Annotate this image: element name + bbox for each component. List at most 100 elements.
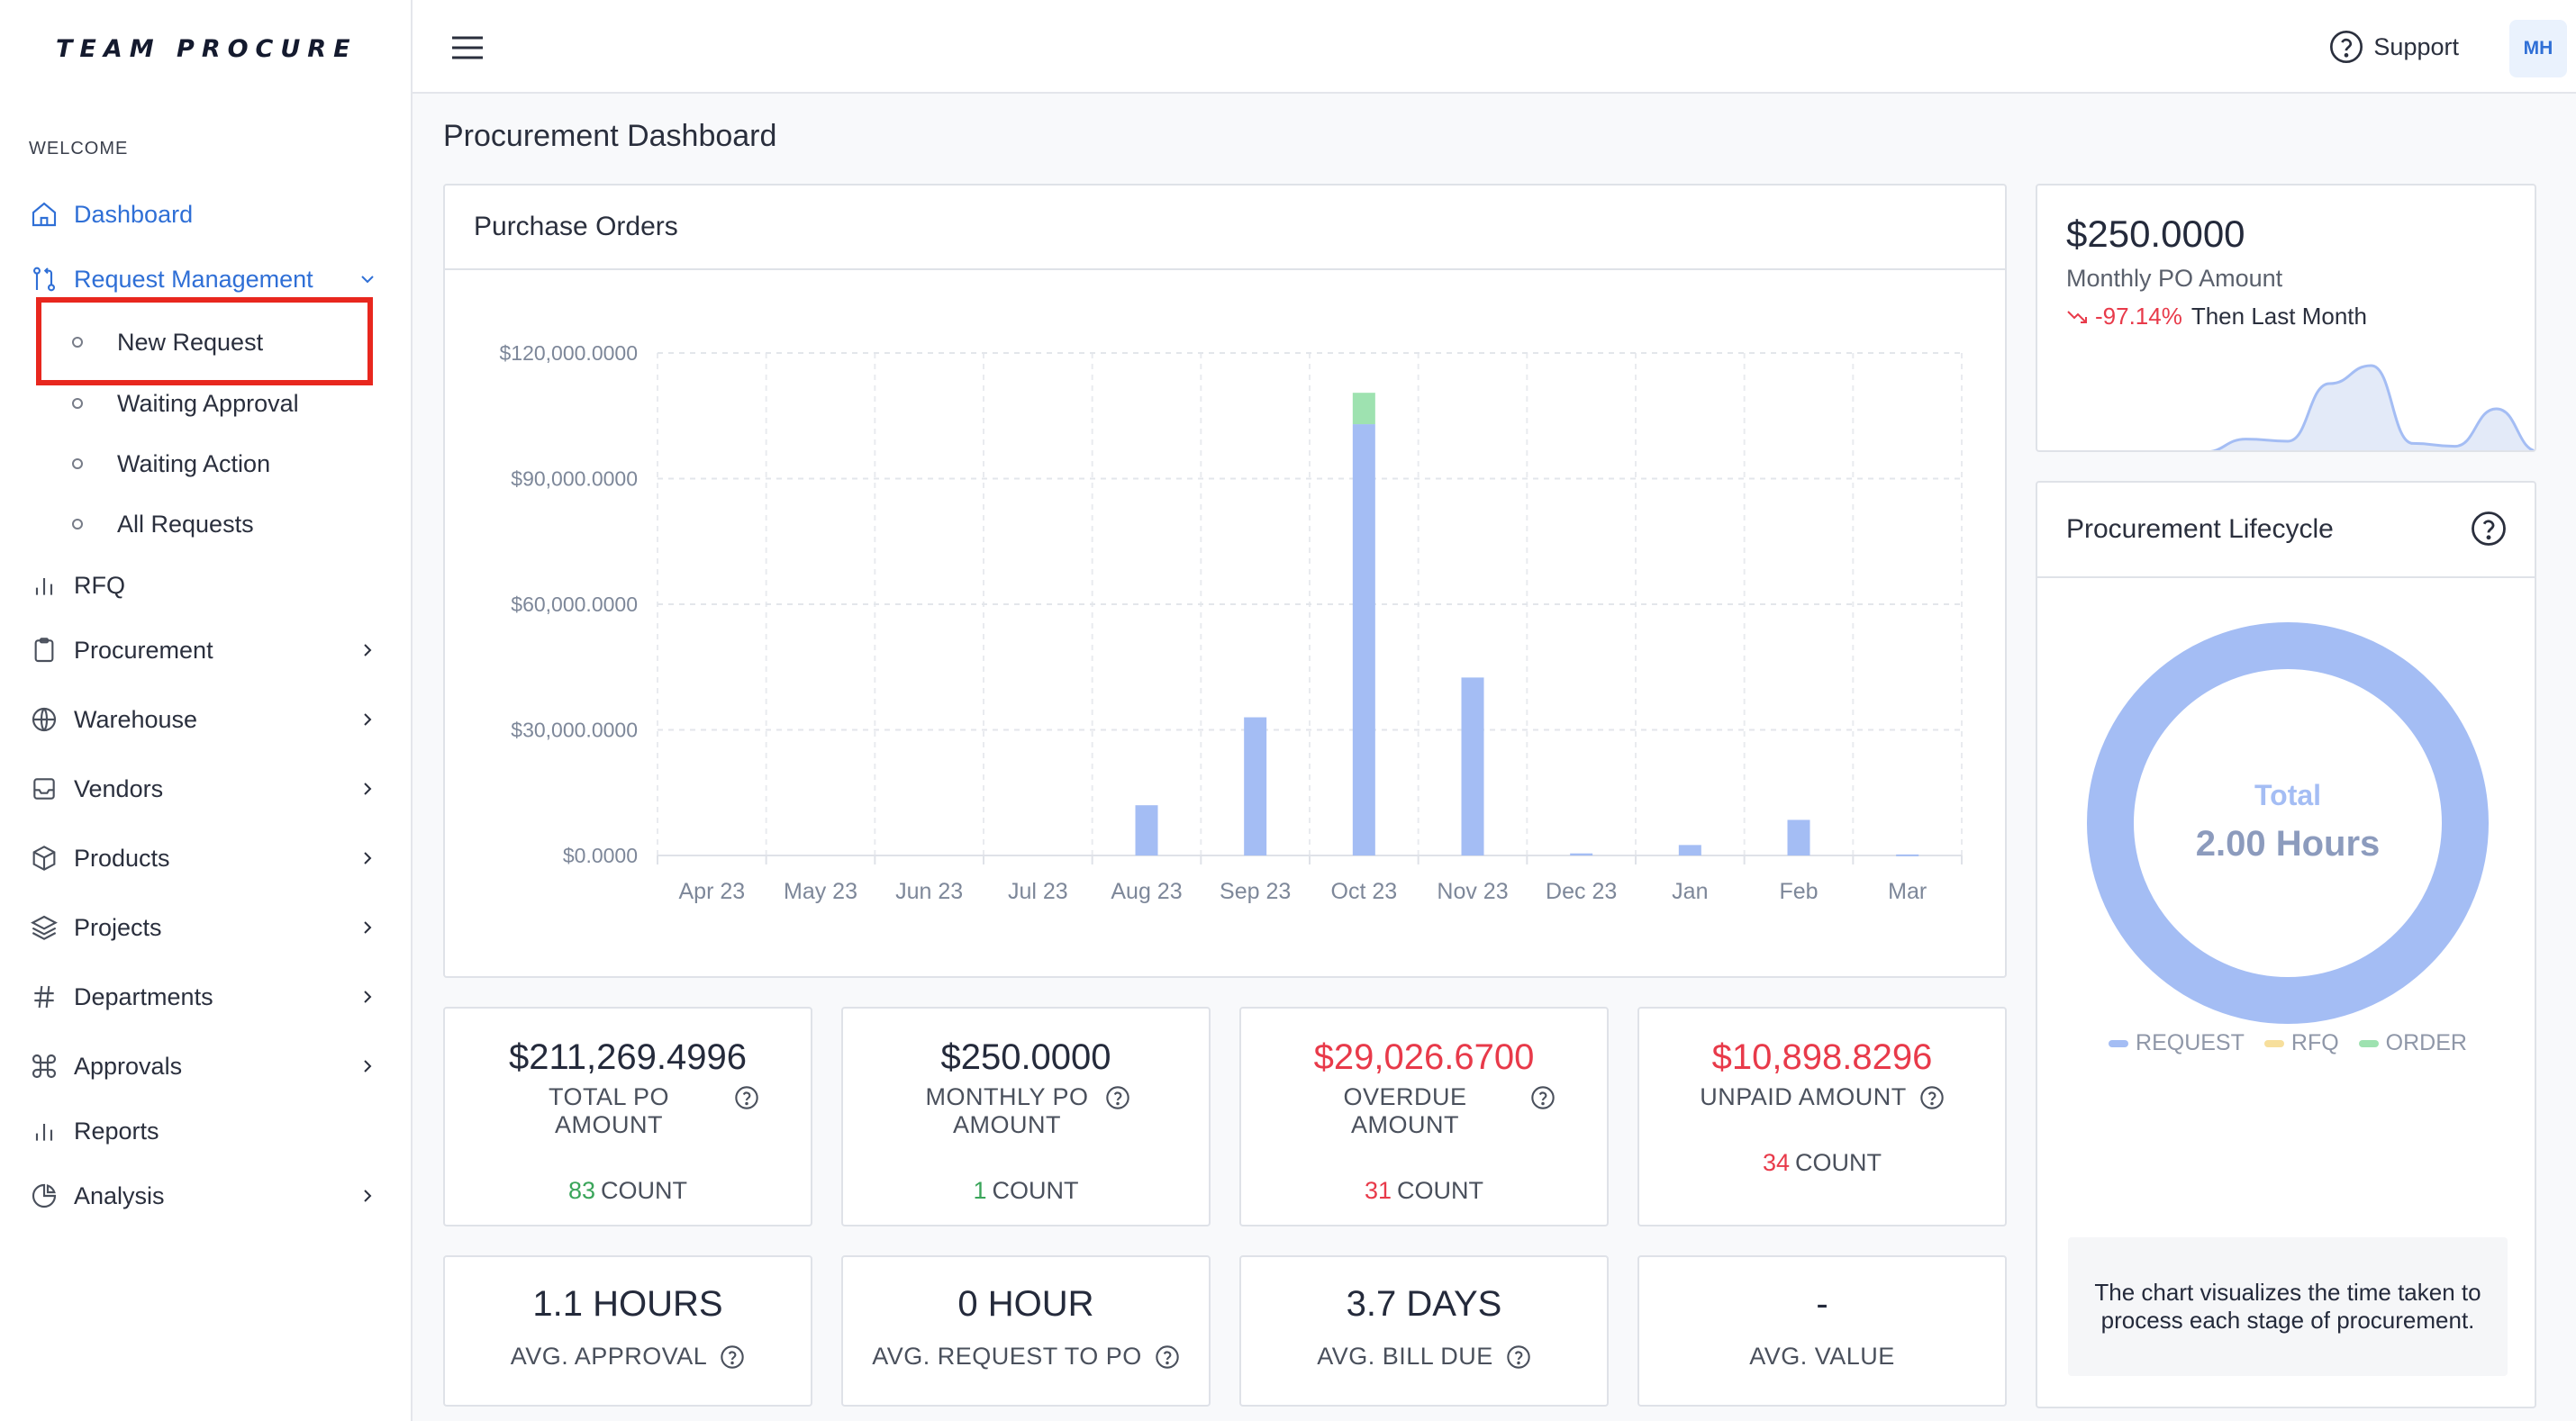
help-circle-icon[interactable] bbox=[1919, 1085, 1945, 1110]
trend-suffix: Then Last Month bbox=[2191, 303, 2367, 330]
sidebar-item-analysis[interactable]: Analysis bbox=[29, 1171, 387, 1221]
stat-label: TOTAL PO AMOUNT bbox=[548, 1083, 670, 1138]
count-label: COUNT bbox=[1397, 1177, 1484, 1204]
purchase-orders-card: Purchase Orders $0.0000 $30,000.0000 $60,0… bbox=[443, 184, 2007, 978]
stat-label-row: UNPAID AMOUNT bbox=[1639, 1083, 2005, 1111]
chevron-right-icon[interactable] bbox=[357, 639, 378, 661]
menu-icon[interactable] bbox=[450, 34, 485, 61]
monthly-sparkline bbox=[2209, 364, 2535, 450]
x-tick-label: Jun 23 bbox=[895, 879, 963, 904]
monthly-amount: $250.0000 bbox=[2066, 213, 2245, 255]
help-circle-icon[interactable] bbox=[1155, 1344, 1180, 1370]
sidebar-item-procurement[interactable]: Procurement bbox=[29, 625, 387, 675]
sidebar-item-label: Reports bbox=[74, 1117, 159, 1145]
clipboard-icon bbox=[29, 635, 59, 665]
chevron-right-icon[interactable] bbox=[357, 1185, 378, 1207]
chevron-right-icon[interactable] bbox=[357, 778, 378, 800]
bullet-icon bbox=[72, 519, 83, 529]
sidebar-item-label: Products bbox=[74, 844, 170, 872]
x-tick-label: Jul 23 bbox=[1008, 879, 1068, 904]
stat-value: 3.7 DAYS bbox=[1346, 1284, 1502, 1324]
support-label: Support bbox=[2373, 32, 2459, 60]
count-label: COUNT bbox=[992, 1177, 1079, 1204]
stat-label: OVERDUE AMOUNT bbox=[1343, 1083, 1467, 1138]
avatar[interactable]: MH bbox=[2509, 20, 2567, 77]
chevron-right-icon[interactable] bbox=[357, 847, 378, 869]
legend-item-request[interactable]: REQUEST bbox=[2109, 1030, 2245, 1056]
donut-center-label: Total bbox=[2254, 779, 2321, 811]
help-circle-icon[interactable] bbox=[734, 1085, 759, 1110]
count-label: COUNT bbox=[1795, 1149, 1882, 1176]
support-button[interactable]: Support bbox=[2328, 27, 2459, 67]
bullet-icon bbox=[72, 458, 83, 469]
stat-card-avg-value: - AVG. VALUE bbox=[1637, 1255, 2007, 1407]
chevron-right-icon[interactable] bbox=[357, 709, 378, 730]
sparkline-line bbox=[2209, 364, 2535, 450]
sidebar-item-vendors[interactable]: Vendors bbox=[29, 764, 387, 814]
chevron-right-icon[interactable] bbox=[357, 1055, 378, 1077]
help-circle-icon bbox=[2330, 31, 2363, 63]
sub-item-new-request[interactable]: New Request bbox=[72, 319, 263, 366]
procurement-lifecycle-card: Procurement Lifecycle Total 2.00 Hours R… bbox=[2036, 481, 2536, 1408]
sub-item-all-requests[interactable]: All Requests bbox=[72, 501, 254, 548]
lifecycle-donut: Total 2.00 Hours bbox=[2087, 622, 2489, 1024]
chevron-right-icon[interactable] bbox=[357, 917, 378, 938]
sidebar-item-projects[interactable]: Projects bbox=[29, 902, 387, 953]
sidebar-item-label: Dashboard bbox=[74, 200, 194, 228]
purchase-orders-chart: $0.0000 $30,000.0000 $60,000.0000 $90,000.0… bbox=[500, 341, 1963, 904]
stat-label-row: AVG. BILL DUE bbox=[1241, 1343, 1607, 1371]
bar-segment bbox=[1135, 805, 1158, 855]
count-number: 83 bbox=[567, 1177, 596, 1204]
bullet-icon bbox=[72, 398, 83, 409]
sidebar-item-label: Departments bbox=[74, 982, 213, 1010]
stat-card-total-po: $211,269.4996 TOTAL PO AMOUNT 83 COUNT bbox=[443, 1007, 812, 1226]
stat-value: $211,269.4996 bbox=[509, 1037, 747, 1077]
stat-value: $29,026.6700 bbox=[1313, 1037, 1535, 1077]
x-tick-label: Dec 23 bbox=[1546, 879, 1617, 904]
chevron-right-icon[interactable] bbox=[357, 986, 378, 1008]
sidebar-item-rfq[interactable]: RFQ bbox=[29, 560, 387, 611]
sidebar-item-products[interactable]: Products bbox=[29, 833, 387, 883]
x-tick-label: Jan bbox=[1672, 879, 1708, 904]
help-circle-icon[interactable] bbox=[720, 1344, 745, 1370]
stat-label-row: AVG. APPROVAL bbox=[445, 1343, 811, 1371]
sidebar-item-dashboard[interactable]: Dashboard bbox=[29, 189, 387, 240]
stat-card-avg-request-to-po: 0 HOUR AVG. REQUEST TO PO bbox=[841, 1255, 1211, 1407]
sidebar-item-reports[interactable]: Reports bbox=[29, 1106, 387, 1156]
stat-value: 1.1 HOURS bbox=[532, 1284, 723, 1324]
bar-segment bbox=[1461, 677, 1484, 855]
sidebar-item-label: Approvals bbox=[74, 1052, 183, 1080]
sidebar-item-request-management[interactable]: Request Management bbox=[29, 254, 387, 304]
legend-item-rfq[interactable]: RFQ bbox=[2263, 1030, 2339, 1056]
sidebar-item-label: Vendors bbox=[74, 774, 164, 802]
chevron-down-icon[interactable] bbox=[357, 268, 378, 290]
stat-count: 31 COUNT bbox=[1241, 1177, 1607, 1205]
help-circle-icon[interactable] bbox=[1105, 1085, 1130, 1110]
legend-swatch bbox=[2263, 1039, 2284, 1047]
y-tick-label: $90,000.0000 bbox=[511, 467, 638, 491]
x-tick-label: Nov 23 bbox=[1437, 879, 1508, 904]
sidebar-item-departments[interactable]: Departments bbox=[29, 972, 387, 1022]
sub-item-waiting-action[interactable]: Waiting Action bbox=[72, 440, 270, 487]
sidebar-item-approvals[interactable]: Approvals bbox=[29, 1041, 387, 1091]
topbar: Support MH bbox=[413, 0, 2576, 94]
help-circle-icon[interactable] bbox=[2470, 510, 2508, 548]
sidebar-item-label: Procurement bbox=[74, 636, 213, 664]
stat-card-monthly-po: $250.0000 MONTHLY PO AMOUNT 1 COUNT bbox=[841, 1007, 1211, 1226]
stat-label: AVG. APPROVAL bbox=[510, 1343, 708, 1370]
stat-value: $10,898.8296 bbox=[1711, 1037, 1933, 1077]
help-circle-icon[interactable] bbox=[1506, 1344, 1531, 1370]
count-number: 34 bbox=[1762, 1149, 1791, 1176]
monthly-trend: -97.14% Then Last Month bbox=[2066, 303, 2367, 330]
legend-swatch bbox=[2109, 1039, 2129, 1047]
app-logo[interactable]: TEAM PROCURE bbox=[56, 31, 362, 67]
help-circle-icon[interactable] bbox=[1530, 1085, 1556, 1110]
sidebar-item-warehouse[interactable]: Warehouse bbox=[29, 694, 387, 745]
stat-card-overdue: $29,026.6700 OVERDUE AMOUNT 31 COUNT bbox=[1239, 1007, 1609, 1226]
inbox-icon bbox=[29, 774, 59, 804]
legend-item-order[interactable]: ORDER bbox=[2358, 1030, 2467, 1056]
section-label: WELCOME bbox=[29, 139, 129, 158]
sub-item-waiting-approval[interactable]: Waiting Approval bbox=[72, 380, 299, 427]
legend-swatch bbox=[2358, 1039, 2379, 1047]
box-icon bbox=[29, 843, 59, 873]
